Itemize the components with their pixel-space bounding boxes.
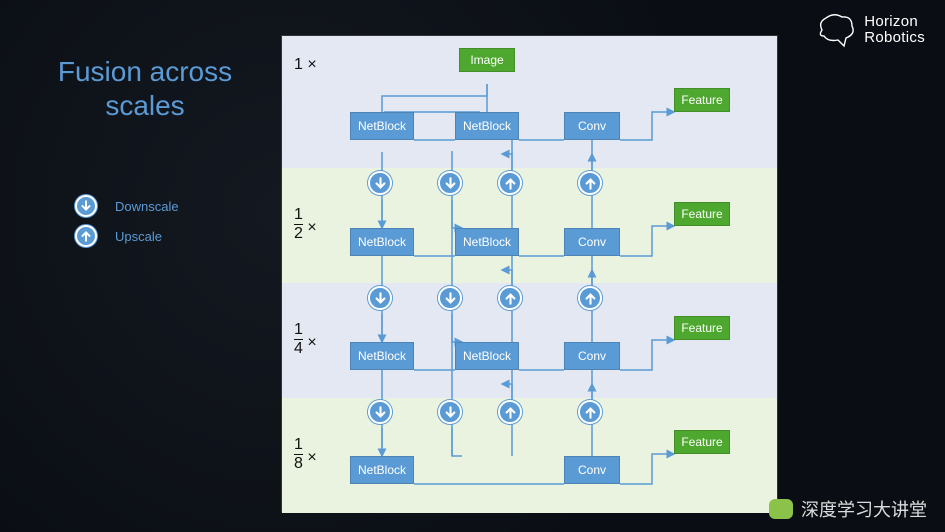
netblock-node: NetBlock <box>455 342 519 370</box>
legend: Downscale Upscale <box>75 195 179 255</box>
upscale-icon <box>75 225 97 247</box>
upscale-icon <box>578 286 602 310</box>
downscale-icon <box>438 400 462 424</box>
legend-upscale: Upscale <box>75 225 179 247</box>
watermark-text: 深度学习大讲堂 <box>801 496 927 522</box>
feature-node: Feature <box>674 316 730 340</box>
legend-downscale-label: Downscale <box>115 199 179 214</box>
feature-node: Feature <box>674 202 730 226</box>
feature-node: Feature <box>674 88 730 112</box>
conv-node: Conv <box>564 112 620 140</box>
netblock-node: NetBlock <box>350 112 414 140</box>
downscale-icon <box>75 195 97 217</box>
scale-band <box>282 283 777 398</box>
upscale-icon <box>498 171 522 195</box>
brand-logo: Horizon Robotics <box>814 12 925 48</box>
brand-line1: Horizon <box>864 14 925 31</box>
netblock-node: NetBlock <box>350 342 414 370</box>
upscale-icon <box>498 400 522 424</box>
downscale-icon <box>438 286 462 310</box>
netblock-node: NetBlock <box>455 228 519 256</box>
legend-downscale: Downscale <box>75 195 179 217</box>
upscale-icon <box>578 400 602 424</box>
conv-node: Conv <box>564 456 620 484</box>
diagram-panel: 1 × 12 × 14 × 18 × Image NetBlock NetBlock Conv… <box>281 35 778 512</box>
upscale-icon <box>498 286 522 310</box>
netblock-node: NetBlock <box>455 112 519 140</box>
conv-node: Conv <box>564 228 620 256</box>
downscale-icon <box>438 171 462 195</box>
feature-node: Feature <box>674 430 730 454</box>
scale-label: 12 × <box>294 206 317 243</box>
scale-label: 14 × <box>294 321 317 358</box>
downscale-icon <box>368 286 392 310</box>
watermark: 深度学习大讲堂 <box>769 496 927 522</box>
wechat-icon <box>769 499 793 519</box>
downscale-icon <box>368 400 392 424</box>
downscale-icon <box>368 171 392 195</box>
page-title: Fusion across scales <box>30 55 260 122</box>
netblock-node: NetBlock <box>350 456 414 484</box>
scale-label: 18 × <box>294 436 317 473</box>
legend-upscale-label: Upscale <box>115 229 162 244</box>
brand-line2: Robotics <box>864 30 925 47</box>
scale-label: 1 × <box>294 56 317 74</box>
image-node: Image <box>459 48 515 72</box>
netblock-node: NetBlock <box>350 228 414 256</box>
upscale-icon <box>578 171 602 195</box>
conv-node: Conv <box>564 342 620 370</box>
brain-icon <box>814 12 856 48</box>
